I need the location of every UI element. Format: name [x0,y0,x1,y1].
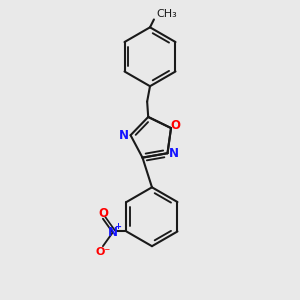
Text: O: O [98,207,108,220]
Text: N: N [119,129,129,142]
Text: O⁻: O⁻ [95,247,110,257]
Text: N: N [108,226,118,239]
Text: O: O [170,118,180,132]
Text: +: + [114,222,121,231]
Text: N: N [169,147,179,160]
Text: CH₃: CH₃ [157,9,178,19]
